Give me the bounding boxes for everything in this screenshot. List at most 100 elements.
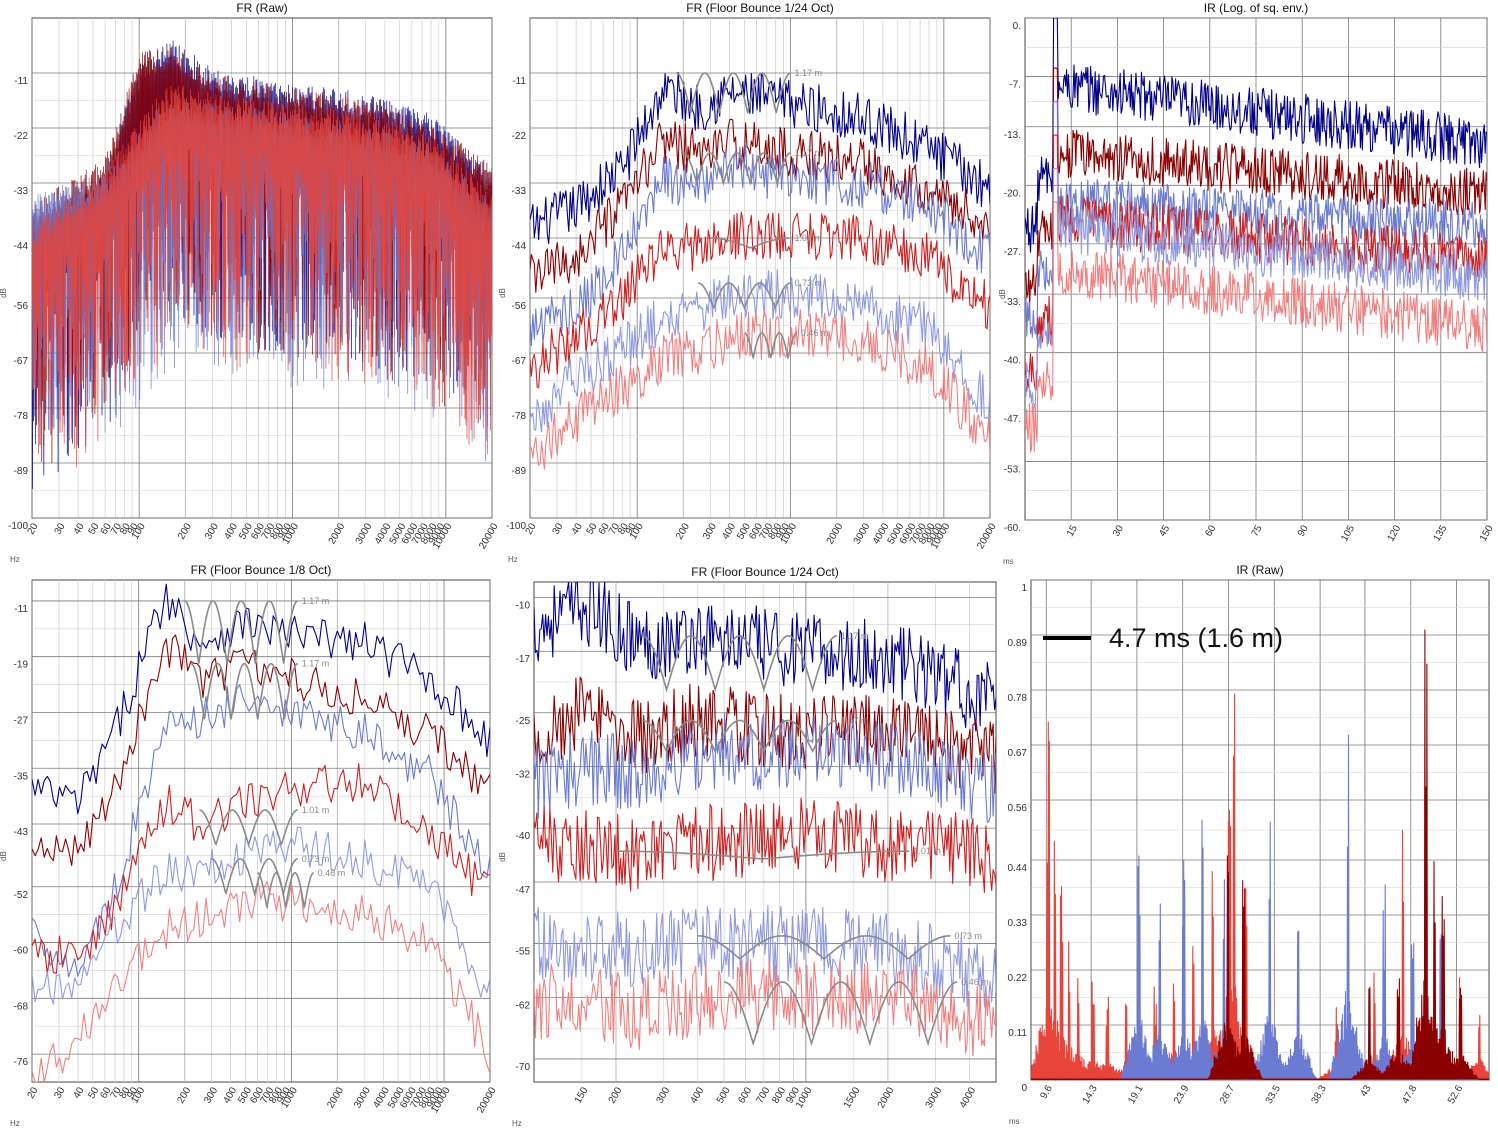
x-tick-label: 2000 xyxy=(327,521,348,546)
x-tick-label: 30 xyxy=(52,1085,67,1101)
ir-raw-svg: IR (Raw) 9.6 14.3 19.1 23.9 28.7 33.5 38.3 43 47.… xyxy=(1008,563,1490,1126)
x-tick-label: 20 xyxy=(524,521,539,537)
y-tick-label: -67 xyxy=(14,356,29,367)
x-tick-label: 15 xyxy=(1065,523,1080,539)
distance-label: 1.01 m xyxy=(913,846,941,856)
chart-title: FR (Floor Bounce 1/24 Oct) xyxy=(686,1,833,15)
y-tick-label: -11 xyxy=(512,76,526,87)
y-axis-label: dB xyxy=(998,289,1007,299)
series-line xyxy=(530,211,990,388)
y-tick-label: -22 xyxy=(14,131,29,142)
floor-bounce-curve xyxy=(642,719,837,753)
y-tick-label: -27. xyxy=(1004,247,1021,258)
x-tick-label: 700 xyxy=(755,1085,773,1105)
series-line xyxy=(1025,134,1487,392)
x-tick-label: 38.3 xyxy=(1310,1083,1329,1106)
chart-fr-floor-bounce-24: FR (Floor Bounce 1/24 Oct) 20 30 40 50 60 70 80… xyxy=(498,0,999,564)
x-tick-label: 90 xyxy=(624,521,639,537)
floor-bounce-curve xyxy=(723,981,958,1047)
series-line xyxy=(530,309,990,470)
x-axis-label: Hz xyxy=(512,1119,522,1128)
y-tick-label: -100 xyxy=(8,521,28,532)
series-line xyxy=(530,269,990,433)
y-axis-label: dB xyxy=(0,851,8,861)
x-tick-label: 90 xyxy=(1296,523,1311,539)
series-line xyxy=(534,904,996,1011)
y-tick-label: -78 xyxy=(14,411,29,422)
x-tick-label: 200 xyxy=(175,1085,193,1105)
series-line xyxy=(1025,201,1487,453)
distance-label: 1.01 m xyxy=(302,805,330,815)
x-tick-label: 400 xyxy=(221,1085,239,1105)
x-tick-label: 20000 xyxy=(975,521,999,551)
series-line xyxy=(32,826,490,1005)
x-tick-label: 150 xyxy=(1478,523,1496,543)
x-tick-label: 600 xyxy=(736,1085,754,1105)
plot-area xyxy=(31,579,491,1083)
y-tick-label: -22 xyxy=(512,131,527,142)
y-tick-label: 1 xyxy=(1021,583,1027,594)
chart-fr-floor-bounce-24-zoom: FR (Floor Bounce 1/24 Oct) 150 200 300 400 50… xyxy=(498,560,997,1128)
y-tick-label: 0 xyxy=(1021,1083,1027,1094)
y-tick-label: -11 xyxy=(14,76,28,87)
y-tick-label: 0. xyxy=(1013,21,1021,32)
series-line xyxy=(32,583,490,815)
x-tick-label: 70 xyxy=(607,521,622,537)
x-tick-label: 60 xyxy=(597,521,612,537)
y-tick-label: -33 xyxy=(14,186,29,197)
y-tick-label: -56 xyxy=(512,301,527,312)
series-line xyxy=(534,797,996,893)
y-tick-label: -32 xyxy=(516,770,531,781)
y-tick-label: 0.22 xyxy=(1008,973,1028,984)
chart-ir-raw: IR (Raw) 9.6 14.3 19.1 23.9 28.7 33.5 38.3 43 47.… xyxy=(999,560,1497,1128)
x-tick-label: 3000 xyxy=(352,1085,373,1110)
x-tick-label: 33.5 xyxy=(1264,1083,1283,1106)
y-tick-label: -62 xyxy=(516,1000,531,1011)
x-tick-label: 400 xyxy=(689,1085,707,1105)
x-tick-label: 2000 xyxy=(876,1085,897,1110)
x-tick-label: 1500 xyxy=(842,1085,863,1110)
x-axis-label: Hz xyxy=(508,555,518,564)
y-tick-label: -68 xyxy=(14,1001,29,1012)
y-tick-label: -13. xyxy=(1004,130,1021,141)
x-tick-label: 23.9 xyxy=(1172,1083,1191,1106)
x-tick-label: 200 xyxy=(176,521,194,541)
x-tick-label: 47.8 xyxy=(1400,1083,1419,1106)
series-group xyxy=(530,71,990,470)
y-tick-label: -60. xyxy=(1004,523,1021,534)
y-tick-label: 0.11 xyxy=(1008,1028,1027,1039)
distance-label: 1.17 m xyxy=(841,631,869,641)
y-tick-label: -17 xyxy=(516,654,531,665)
x-tick-label: 2000 xyxy=(825,521,846,546)
x-tick-label: 300 xyxy=(701,521,719,541)
y-tick-label: -76 xyxy=(14,1057,29,1068)
x-axis-label: Hz xyxy=(10,555,20,564)
y-tick-label: 0.56 xyxy=(1008,803,1028,814)
x-tick-label: 135 xyxy=(1432,523,1450,543)
x-tick-label: 9.6 xyxy=(1038,1083,1055,1101)
series-line xyxy=(32,40,492,490)
distance-label: 1.17 m xyxy=(302,596,330,606)
x-tick-label: 80 xyxy=(616,521,631,537)
x-tick-label: 28.7 xyxy=(1218,1083,1237,1106)
series-line xyxy=(534,712,996,823)
y-tick-label: -44 xyxy=(512,241,527,252)
chart-title: FR (Raw) xyxy=(236,1,287,15)
x-tick-label: 120 xyxy=(1385,523,1403,543)
y-tick-label: -53. xyxy=(1004,464,1021,475)
series-line xyxy=(1025,168,1487,412)
ir-log-svg: IR (Log. of sq. env.) 15 30 45 60 75 90 105 120 1… xyxy=(998,1,1496,566)
x-tick-label: 3000 xyxy=(852,521,873,546)
series-line xyxy=(530,145,990,346)
x-tick-label: 30 xyxy=(1111,523,1126,539)
x-tick-label: 52.6 xyxy=(1446,1083,1465,1106)
distance-label: 1.01 m xyxy=(795,233,823,243)
x-tick-label: 400 xyxy=(222,521,240,541)
y-tick-label: -52 xyxy=(14,890,29,901)
series-line xyxy=(32,684,490,978)
series-group xyxy=(534,582,996,1057)
x-tick-label: 40 xyxy=(72,1085,87,1101)
x-tick-label: 200 xyxy=(607,1085,625,1105)
y-tick-label: -60 xyxy=(14,946,29,957)
